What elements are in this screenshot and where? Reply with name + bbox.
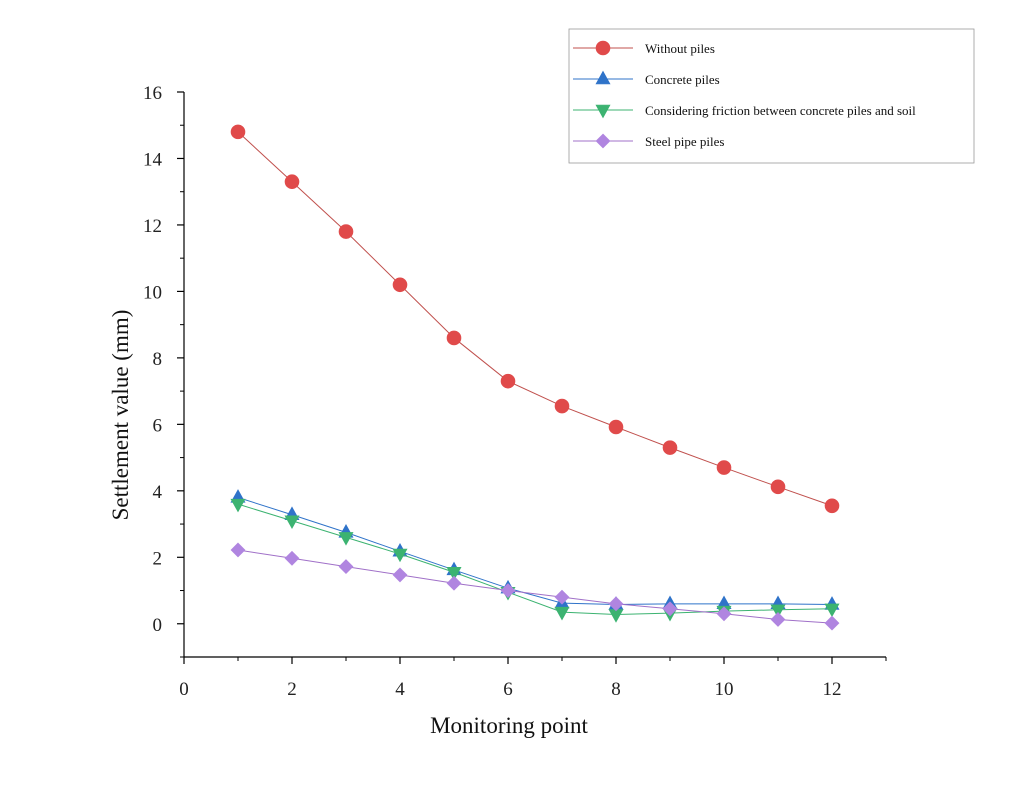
x-tick-label: 0 bbox=[179, 679, 189, 700]
data-point bbox=[608, 419, 624, 435]
series-4 bbox=[230, 542, 840, 631]
data-point bbox=[230, 124, 246, 140]
legend: Without piles Concrete piles Considering f… bbox=[568, 28, 975, 164]
data-point bbox=[284, 550, 300, 566]
y-tick-label: 2 bbox=[153, 548, 163, 569]
legend-marker bbox=[595, 70, 611, 85]
axes: 0 2 4 6 8 10 12 14 16 0 2 4 6 8 10 12 bbox=[143, 83, 887, 700]
y-tick-label: 0 bbox=[153, 615, 163, 636]
data-point bbox=[662, 601, 678, 617]
x-tick-label: 10 bbox=[715, 679, 734, 700]
legend-label: Considering friction between concrete pi… bbox=[645, 103, 916, 118]
x-tick-label: 4 bbox=[395, 679, 405, 700]
y-tick-label: 4 bbox=[153, 482, 163, 503]
x-tick-label: 8 bbox=[611, 679, 621, 700]
data-point bbox=[608, 609, 624, 623]
data-point bbox=[338, 559, 354, 575]
series-line bbox=[237, 496, 833, 605]
data-point bbox=[554, 589, 570, 605]
data-point bbox=[824, 615, 840, 631]
data-point bbox=[392, 277, 408, 293]
x-tick-label: 12 bbox=[823, 679, 842, 700]
legend-label: Steel pipe piles bbox=[645, 134, 724, 149]
data-point bbox=[770, 604, 786, 619]
y-tick-label: 8 bbox=[153, 349, 163, 370]
series-layer bbox=[230, 124, 840, 631]
y-tick-label: 10 bbox=[143, 282, 162, 303]
data-point bbox=[446, 567, 462, 581]
data-point bbox=[716, 460, 732, 475]
data-point bbox=[554, 398, 570, 414]
data-point bbox=[284, 174, 300, 190]
y-axis-title: Settlement value (mm) bbox=[108, 310, 133, 521]
legend-marker bbox=[595, 133, 611, 149]
data-point bbox=[392, 548, 408, 563]
series-2 bbox=[230, 489, 840, 610]
data-point bbox=[608, 596, 624, 612]
x-axis-title: Monitoring point bbox=[430, 713, 588, 738]
data-point bbox=[446, 330, 462, 346]
y-tick-label: 6 bbox=[153, 415, 163, 436]
legend-box bbox=[568, 28, 975, 164]
data-point bbox=[230, 498, 246, 513]
data-point bbox=[338, 532, 354, 546]
data-point bbox=[230, 542, 246, 558]
data-point bbox=[392, 567, 408, 583]
x-tick-label: 6 bbox=[503, 679, 513, 700]
data-point bbox=[446, 575, 462, 591]
y-tick-label: 16 bbox=[143, 83, 162, 104]
data-point bbox=[770, 479, 786, 495]
data-point bbox=[662, 440, 678, 455]
data-point bbox=[716, 606, 732, 622]
y-tick-label: 12 bbox=[143, 216, 162, 237]
data-point bbox=[500, 583, 516, 598]
series-1 bbox=[230, 124, 840, 514]
data-point bbox=[554, 606, 570, 621]
data-point bbox=[284, 515, 300, 530]
series-line bbox=[237, 131, 833, 507]
data-point bbox=[824, 603, 840, 618]
legend-marker bbox=[595, 40, 611, 56]
data-point bbox=[500, 373, 516, 389]
data-point bbox=[824, 498, 840, 514]
legend-marker bbox=[595, 104, 611, 119]
data-point bbox=[338, 224, 354, 239]
data-point bbox=[770, 612, 786, 627]
legend-label: Concrete piles bbox=[645, 72, 720, 87]
x-tick-label: 2 bbox=[287, 679, 297, 700]
series-line bbox=[237, 549, 833, 624]
y-tick-label: 14 bbox=[143, 149, 163, 170]
series-line bbox=[237, 503, 833, 615]
legend-label: Without piles bbox=[645, 41, 715, 56]
